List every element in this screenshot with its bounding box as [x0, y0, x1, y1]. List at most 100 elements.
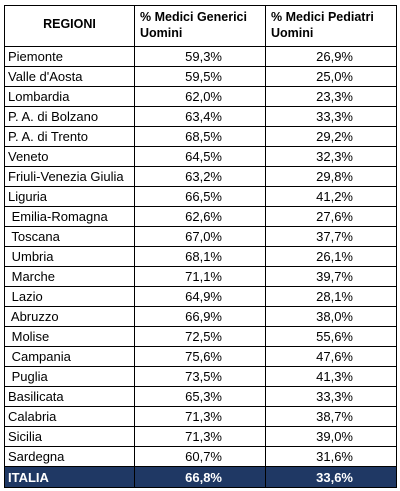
table-row: Calabria 71,3% 38,7% — [4, 406, 397, 427]
generici-percent-cell: 67,0% — [134, 226, 266, 247]
generici-percent-cell: 63,4% — [134, 106, 266, 127]
pediatri-percent-cell: 31,6% — [265, 446, 397, 467]
table-row: Sardegna 60,7% 31,6% — [4, 446, 397, 467]
region-name-cell: Molise — [4, 326, 135, 347]
pediatri-percent-cell: 28,1% — [265, 286, 397, 307]
generici-percent-cell: 66,9% — [134, 306, 266, 327]
total-region-cell: ITALIA — [4, 466, 135, 488]
pediatri-percent-cell: 41,2% — [265, 186, 397, 207]
pediatri-percent-cell: 26,1% — [265, 246, 397, 267]
pediatri-percent-cell: 33,3% — [265, 106, 397, 127]
region-name-cell: Veneto — [4, 146, 135, 167]
generici-percent-cell: 71,1% — [134, 266, 266, 287]
table-row: Veneto 64,5% 32,3% — [4, 146, 397, 167]
region-name-cell: P. A. di Trento — [4, 126, 135, 147]
generici-percent-cell: 71,3% — [134, 426, 266, 447]
region-name-cell: Emilia-Romagna — [4, 206, 135, 227]
table-row: Toscana 67,0% 37,7% — [4, 226, 397, 247]
generici-percent-cell: 62,6% — [134, 206, 266, 227]
generici-percent-cell: 73,5% — [134, 366, 266, 387]
header-medici-pediatri: % Medici Pediatri Uomini — [265, 5, 397, 47]
pediatri-percent-cell: 25,0% — [265, 66, 397, 87]
region-name-cell: Calabria — [4, 406, 135, 427]
table-row: Campania 75,6% 47,6% — [4, 346, 397, 367]
table-row: Umbria 68,1% 26,1% — [4, 246, 397, 267]
header-medici-pediatri-line2: Uomini — [271, 26, 314, 40]
header-medici-generici-line2: Uomini — [140, 26, 183, 40]
generici-percent-cell: 60,7% — [134, 446, 266, 467]
region-name-cell: Umbria — [4, 246, 135, 267]
region-name-cell: Puglia — [4, 366, 135, 387]
region-name-cell: Abruzzo — [4, 306, 135, 327]
header-regioni: REGIONI — [4, 5, 135, 47]
pediatri-percent-cell: 47,6% — [265, 346, 397, 367]
header-medici-generici: % Medici Generici Uomini — [134, 5, 266, 47]
generici-percent-cell: 59,5% — [134, 66, 266, 87]
generici-percent-cell: 72,5% — [134, 326, 266, 347]
pediatri-percent-cell: 55,6% — [265, 326, 397, 347]
region-name-cell: Liguria — [4, 186, 135, 207]
generici-percent-cell: 68,5% — [134, 126, 266, 147]
pediatri-percent-cell: 33,3% — [265, 386, 397, 407]
header-medici-generici-line1: % Medici Generici — [140, 10, 247, 24]
pediatri-percent-cell: 26,9% — [265, 46, 397, 67]
generici-percent-cell: 65,3% — [134, 386, 266, 407]
region-name-cell: Toscana — [4, 226, 135, 247]
table-row: Puglia 73,5% 41,3% — [4, 366, 397, 387]
table-row: Basilicata 65,3% 33,3% — [4, 386, 397, 407]
table-header: REGIONI % Medici Generici Uomini % Medic… — [4, 5, 397, 47]
region-name-cell: P. A. di Bolzano — [4, 106, 135, 127]
pediatri-percent-cell: 38,0% — [265, 306, 397, 327]
generici-percent-cell: 59,3% — [134, 46, 266, 67]
table-row: P. A. di Bolzano 63,4% 33,3% — [4, 106, 397, 127]
table-row: Marche 71,1% 39,7% — [4, 266, 397, 287]
pediatri-percent-cell: 32,3% — [265, 146, 397, 167]
table-row: Friuli-Venezia Giulia 63,2% 29,8% — [4, 166, 397, 187]
total-pediatri-cell: 33,6% — [265, 466, 397, 488]
pediatri-percent-cell: 37,7% — [265, 226, 397, 247]
regional-doctors-table: REGIONI % Medici Generici Uomini % Medic… — [4, 5, 397, 488]
pediatri-percent-cell: 27,6% — [265, 206, 397, 227]
pediatri-percent-cell: 29,2% — [265, 126, 397, 147]
total-generici-cell: 66,8% — [134, 466, 266, 488]
generici-percent-cell: 63,2% — [134, 166, 266, 187]
table-row: Liguria 66,5% 41,2% — [4, 186, 397, 207]
generici-percent-cell: 66,5% — [134, 186, 266, 207]
region-name-cell: Sicilia — [4, 426, 135, 447]
pediatri-percent-cell: 39,7% — [265, 266, 397, 287]
table-row: Sicilia 71,3% 39,0% — [4, 426, 397, 447]
region-name-cell: Sardegna — [4, 446, 135, 467]
table-body: Piemonte 59,3% 26,9% Valle d'Aosta 59,5% 25,0… — [4, 46, 397, 488]
region-name-cell: Basilicata — [4, 386, 135, 407]
pediatri-percent-cell: 39,0% — [265, 426, 397, 447]
table-row: Lazio 64,9% 28,1% — [4, 286, 397, 307]
pediatri-percent-cell: 38,7% — [265, 406, 397, 427]
generici-percent-cell: 71,3% — [134, 406, 266, 427]
generici-percent-cell: 68,1% — [134, 246, 266, 267]
total-row: ITALIA 66,8% 33,6% — [4, 466, 397, 488]
table-row: Piemonte 59,3% 26,9% — [4, 46, 397, 67]
table-row: Abruzzo 66,9% 38,0% — [4, 306, 397, 327]
header-row: REGIONI % Medici Generici Uomini % Medic… — [4, 5, 397, 47]
region-name-cell: Valle d'Aosta — [4, 66, 135, 87]
region-name-cell: Piemonte — [4, 46, 135, 67]
pediatri-percent-cell: 29,8% — [265, 166, 397, 187]
pediatri-percent-cell: 41,3% — [265, 366, 397, 387]
generici-percent-cell: 64,9% — [134, 286, 266, 307]
header-medici-pediatri-line1: % Medici Pediatri — [271, 10, 374, 24]
table-row: Molise 72,5% 55,6% — [4, 326, 397, 347]
generici-percent-cell: 75,6% — [134, 346, 266, 367]
region-name-cell: Lombardia — [4, 86, 135, 107]
table-row: Emilia-Romagna 62,6% 27,6% — [4, 206, 397, 227]
region-name-cell: Campania — [4, 346, 135, 367]
region-name-cell: Marche — [4, 266, 135, 287]
region-name-cell: Lazio — [4, 286, 135, 307]
regional-doctors-table-container: REGIONI % Medici Generici Uomini % Medic… — [4, 5, 397, 488]
generici-percent-cell: 62,0% — [134, 86, 266, 107]
table-row: Lombardia 62,0% 23,3% — [4, 86, 397, 107]
region-name-cell: Friuli-Venezia Giulia — [4, 166, 135, 187]
table-row: P. A. di Trento 68,5% 29,2% — [4, 126, 397, 147]
pediatri-percent-cell: 23,3% — [265, 86, 397, 107]
table-row: Valle d'Aosta 59,5% 25,0% — [4, 66, 397, 87]
generici-percent-cell: 64,5% — [134, 146, 266, 167]
